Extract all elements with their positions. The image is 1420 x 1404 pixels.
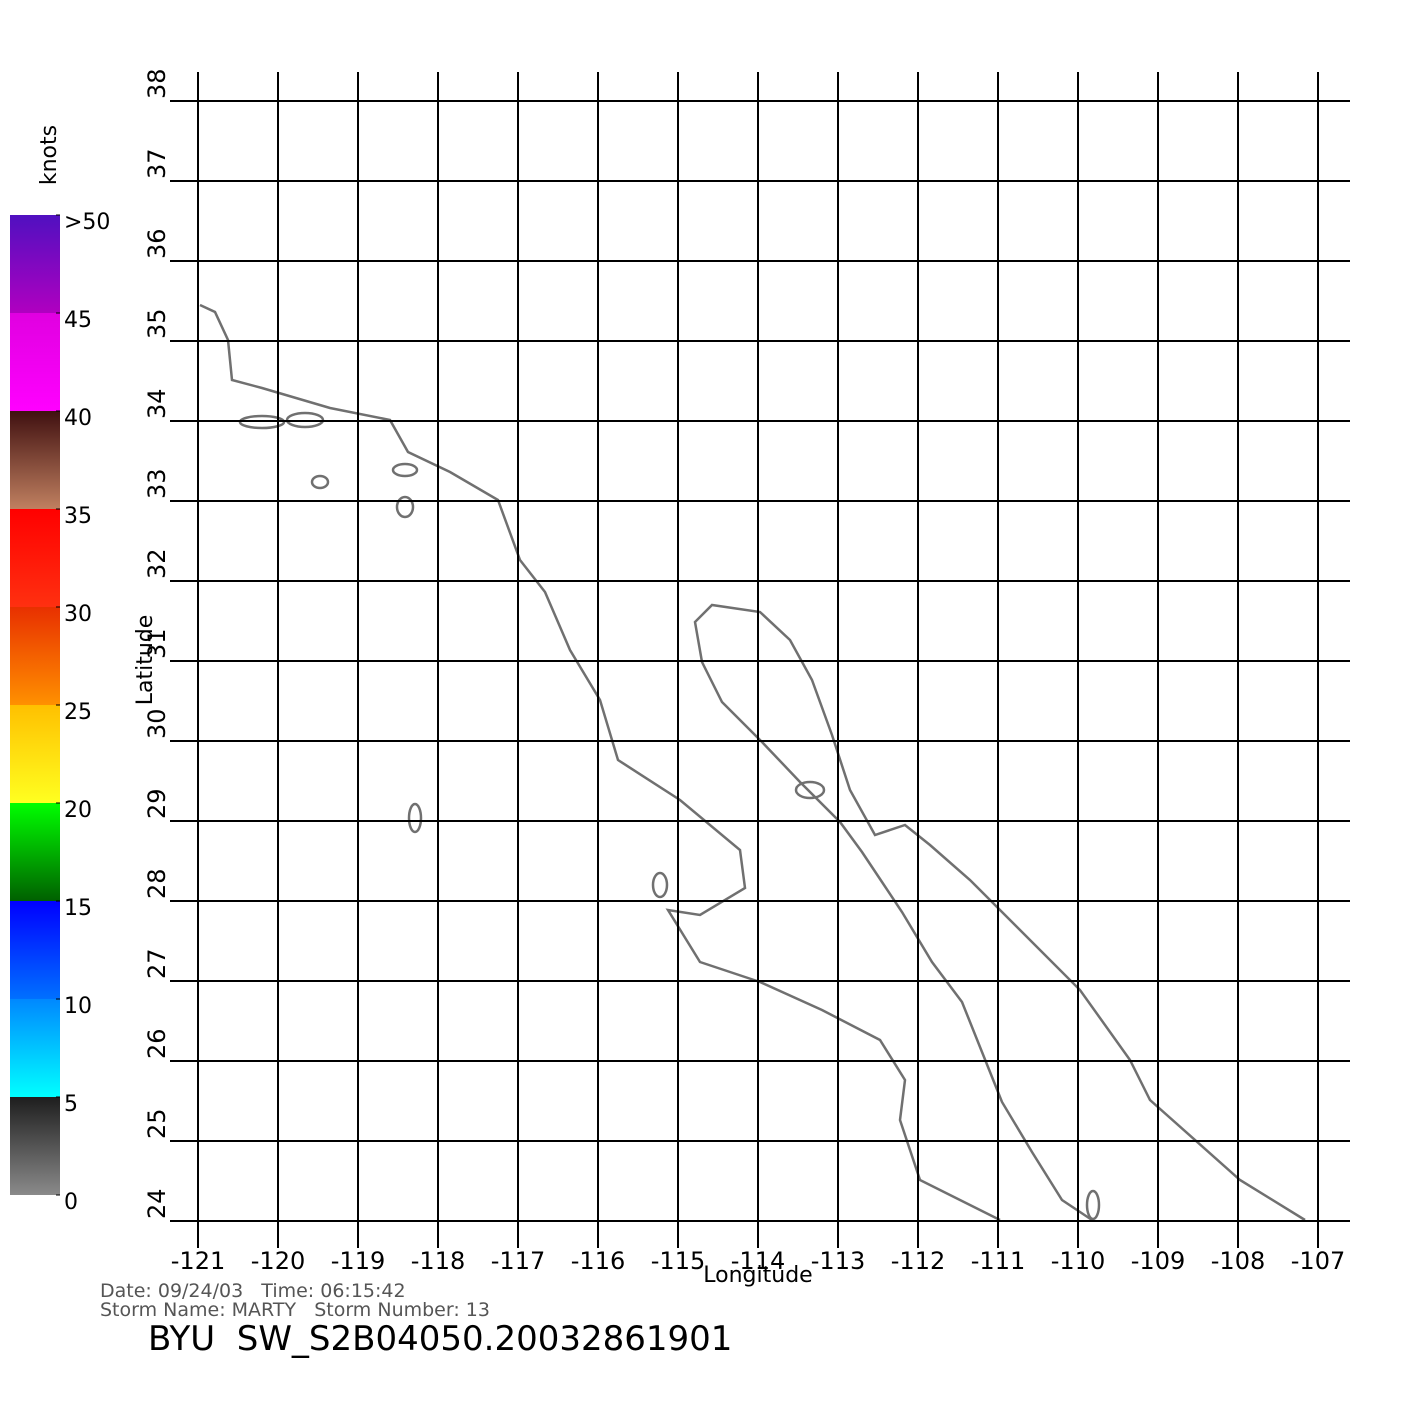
axes (170, 72, 1350, 1248)
y-tick-label: 35 (143, 308, 171, 339)
x-tick-label: -108 (1211, 1247, 1265, 1275)
colorbar-tick-label: 10 (64, 994, 92, 1019)
colorbar-segment (10, 411, 60, 509)
colorbar-segment (10, 901, 60, 999)
colorbar-tick-label: 5 (64, 1092, 78, 1117)
island (407, 802, 423, 834)
x-tick-label: -121 (171, 1247, 225, 1275)
island (395, 495, 415, 519)
x-tick-label: -120 (251, 1247, 305, 1275)
colorbar-segment (10, 509, 60, 607)
colorbar-segment (10, 313, 60, 411)
y-tick-label: 28 (143, 868, 171, 899)
colorbar-segment (10, 803, 60, 901)
x-tick-label: -109 (1131, 1247, 1185, 1275)
y-tick-label: 37 (143, 148, 171, 179)
x-tick-label: -111 (971, 1247, 1025, 1275)
y-tick-label: 36 (143, 228, 171, 259)
colorbar-tick-label: 20 (64, 798, 92, 823)
x-tick-label: -107 (1291, 1247, 1345, 1275)
y-tick-label: 38 (143, 68, 171, 99)
x-tick-label: -113 (811, 1247, 865, 1275)
x-tick-label: -117 (491, 1247, 545, 1275)
colorbar-tick-label: >50 (64, 210, 110, 235)
x-tick-label: -114 (731, 1247, 785, 1275)
x-tick-label: -119 (331, 1247, 385, 1275)
island (651, 871, 669, 899)
x-tick-label: -118 (411, 1247, 465, 1275)
y-tick-label: 27 (143, 948, 171, 979)
colorbar-title: knots (37, 125, 62, 185)
y-tick-label: 29 (143, 788, 171, 819)
colorbar-tick-label: 40 (64, 406, 92, 431)
y-tick-label: 33 (143, 468, 171, 499)
y-tick-label: 30 (143, 708, 171, 739)
y-tick-label: 26 (143, 1028, 171, 1059)
x-tick-label: -112 (891, 1247, 945, 1275)
info-line: Storm Name: MARTY Storm Number: 13 (100, 1299, 490, 1321)
colorbar-segment (10, 999, 60, 1097)
y-tick-label: 31 (143, 628, 171, 659)
colorbar-segment (10, 215, 60, 313)
colorbar-tick-label: 15 (64, 896, 92, 921)
y-axis-label: Latitude (133, 615, 158, 706)
colorbar-segment (10, 607, 60, 705)
colorbar-tick-label: 35 (64, 504, 92, 529)
coastline (693, 603, 1306, 1222)
x-tick-label: -116 (571, 1247, 625, 1275)
footer: BYU SW_S2B04050.20032861901 (148, 1319, 732, 1359)
colorbar-tick-label: 45 (64, 308, 92, 333)
info-line: Date: 09/24/03 Time: 06:15:42 (100, 1280, 406, 1302)
colorbar-tick-label: 0 (64, 1190, 78, 1215)
y-tick-label: 32 (143, 548, 171, 579)
colorbar-segment (10, 705, 60, 803)
colorbar-segment (10, 1097, 60, 1195)
island (310, 474, 330, 490)
colorbar-tick-label: 25 (64, 700, 92, 725)
island (794, 780, 826, 800)
island (1085, 1189, 1101, 1221)
x-axis-label: Longitude (703, 1263, 812, 1288)
y-tick-label: 24 (143, 1188, 171, 1219)
island (391, 462, 419, 478)
colorbar-tick-label: 30 (64, 602, 92, 627)
x-tick-label: -110 (1051, 1247, 1105, 1275)
y-tick-label: 25 (143, 1108, 171, 1139)
x-tick-label: -115 (651, 1247, 705, 1275)
coastline (199, 303, 1001, 1222)
y-tick-label: 34 (143, 388, 171, 419)
